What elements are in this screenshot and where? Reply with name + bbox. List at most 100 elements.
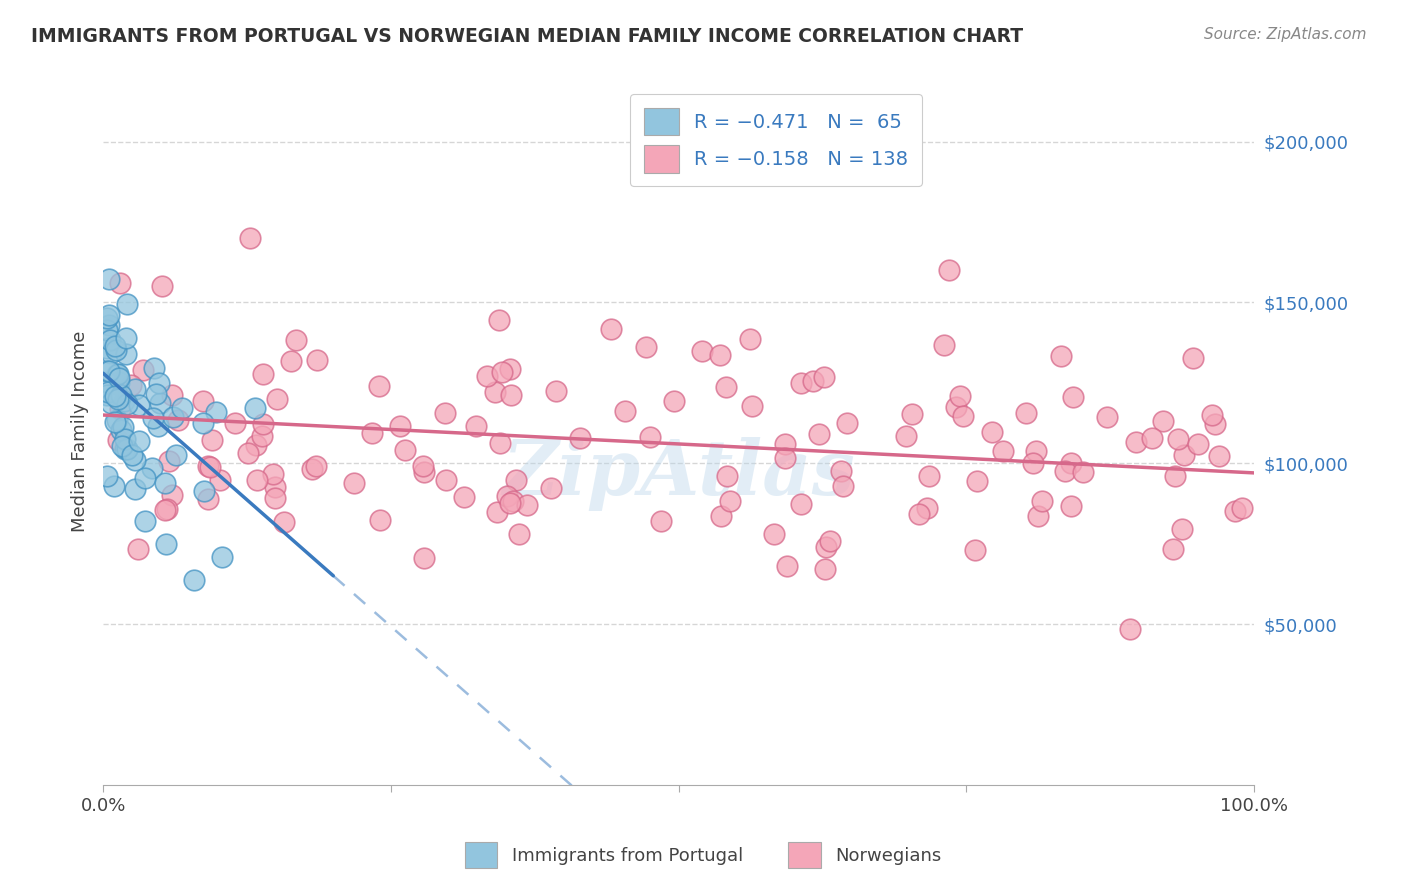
Point — [505, 473, 527, 487]
Point — [250, 429, 273, 443]
Point — [434, 406, 457, 420]
Point — [718, 493, 741, 508]
Point — [246, 473, 269, 487]
Point — [1167, 432, 1189, 446]
Point — [486, 505, 509, 519]
Point — [1054, 464, 1077, 478]
Point — [394, 443, 416, 458]
Point — [773, 436, 796, 450]
Point — [98, 318, 121, 333]
Point — [148, 376, 170, 390]
Point — [710, 509, 733, 524]
Point — [110, 439, 132, 453]
Legend: Immigrants from Portugal, Norwegians: Immigrants from Portugal, Norwegians — [454, 831, 952, 879]
Point — [108, 376, 131, 390]
Point — [790, 376, 813, 390]
Point — [966, 474, 988, 488]
Point — [170, 401, 193, 416]
Point — [115, 442, 138, 456]
Point — [1026, 509, 1049, 524]
Point — [193, 484, 215, 499]
Point — [709, 348, 731, 362]
Point — [343, 475, 366, 490]
Point — [938, 263, 960, 277]
Point — [1071, 465, 1094, 479]
Point — [97, 384, 120, 399]
Point — [1152, 414, 1174, 428]
Point — [107, 392, 129, 406]
Point — [205, 405, 228, 419]
Point — [193, 416, 215, 430]
Point — [114, 442, 136, 456]
Point — [1173, 448, 1195, 462]
Point — [165, 448, 187, 462]
Point — [501, 388, 523, 402]
Point — [413, 465, 436, 479]
Point — [134, 471, 156, 485]
Point — [117, 297, 139, 311]
Point — [110, 423, 132, 437]
Point — [124, 452, 146, 467]
Point — [835, 416, 858, 430]
Point — [662, 394, 685, 409]
Point — [714, 380, 737, 394]
Point — [516, 499, 538, 513]
Point — [949, 389, 972, 403]
Point — [96, 375, 118, 389]
Point — [815, 541, 838, 555]
Point — [496, 489, 519, 503]
Point — [801, 374, 824, 388]
Point — [831, 479, 853, 493]
Point — [1223, 504, 1246, 518]
Point — [96, 364, 118, 378]
Point — [475, 368, 498, 383]
Point — [1060, 500, 1083, 514]
Point — [1062, 391, 1084, 405]
Point — [111, 420, 134, 434]
Point — [160, 488, 183, 502]
Point — [110, 388, 132, 402]
Point — [489, 435, 512, 450]
Point — [368, 513, 391, 527]
Point — [1031, 493, 1053, 508]
Point — [108, 276, 131, 290]
Point — [488, 312, 510, 326]
Legend: R = −0.471   N =  65, R = −0.158   N = 138: R = −0.471 N = 65, R = −0.158 N = 138 — [630, 95, 922, 186]
Point — [934, 337, 956, 351]
Point — [1140, 431, 1163, 445]
Point — [162, 409, 184, 424]
Point — [502, 493, 524, 508]
Point — [1015, 406, 1038, 420]
Point — [104, 343, 127, 357]
Point — [741, 399, 763, 413]
Point — [773, 451, 796, 466]
Point — [236, 446, 259, 460]
Point — [762, 527, 785, 541]
Point — [224, 416, 246, 430]
Point — [262, 467, 284, 482]
Point — [264, 480, 287, 494]
Point — [150, 279, 173, 293]
Point — [634, 340, 657, 354]
Point — [1050, 349, 1073, 363]
Point — [1125, 435, 1147, 450]
Point — [128, 434, 150, 449]
Point — [1201, 408, 1223, 422]
Point — [599, 322, 621, 336]
Point — [508, 527, 530, 541]
Point — [252, 368, 274, 382]
Point — [301, 462, 323, 476]
Point — [103, 479, 125, 493]
Point — [155, 537, 177, 551]
Point — [1171, 522, 1194, 536]
Point — [963, 543, 986, 558]
Point — [901, 407, 924, 421]
Point — [148, 396, 170, 410]
Point — [132, 362, 155, 376]
Point — [115, 331, 138, 345]
Point — [1060, 457, 1083, 471]
Point — [464, 418, 486, 433]
Point — [193, 393, 215, 408]
Point — [304, 458, 326, 473]
Point — [120, 377, 142, 392]
